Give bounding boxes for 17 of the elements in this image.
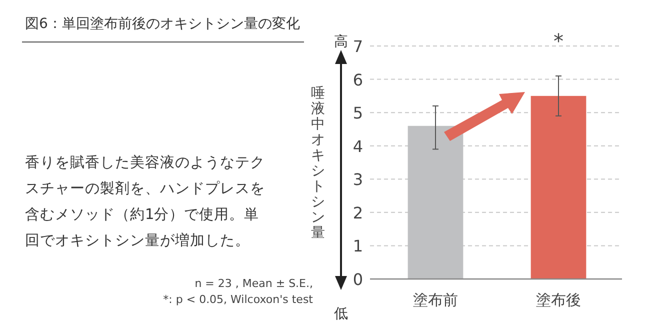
text: 高 xyxy=(334,34,348,50)
text: 香りを賦香した美容液のようなテクスチャーの製剤を、ハンドプレスを含むメソッド（約1分）で使用。単回でオキシトシン量が増加した。 xyxy=(25,154,265,249)
x-tick-label: 塗布後 xyxy=(536,291,581,309)
y-tick-label: 6 xyxy=(352,70,363,90)
text: 図6：単回塗布前後のオキシトシン量の変化 xyxy=(25,16,300,32)
text: n = 23 , Mean ± S.E., *: p < 0.05, Wilcoxon's test xyxy=(163,277,314,306)
text: 低 xyxy=(334,306,348,322)
y-tick-label: 2 xyxy=(352,203,363,222)
y-tick-label: 3 xyxy=(352,170,363,190)
y-tick-label: 5 xyxy=(352,104,363,123)
y-axis-title: 唾液中オキシトシン量 xyxy=(311,85,325,241)
x-tick-label: 塗布前 xyxy=(413,291,458,309)
annotation: * xyxy=(554,29,564,53)
y-tick-label: 0 xyxy=(352,270,363,289)
y-tick-label: 7 xyxy=(352,37,363,56)
y-tick-label: 1 xyxy=(352,236,363,256)
y-tick-label: 4 xyxy=(352,136,363,156)
